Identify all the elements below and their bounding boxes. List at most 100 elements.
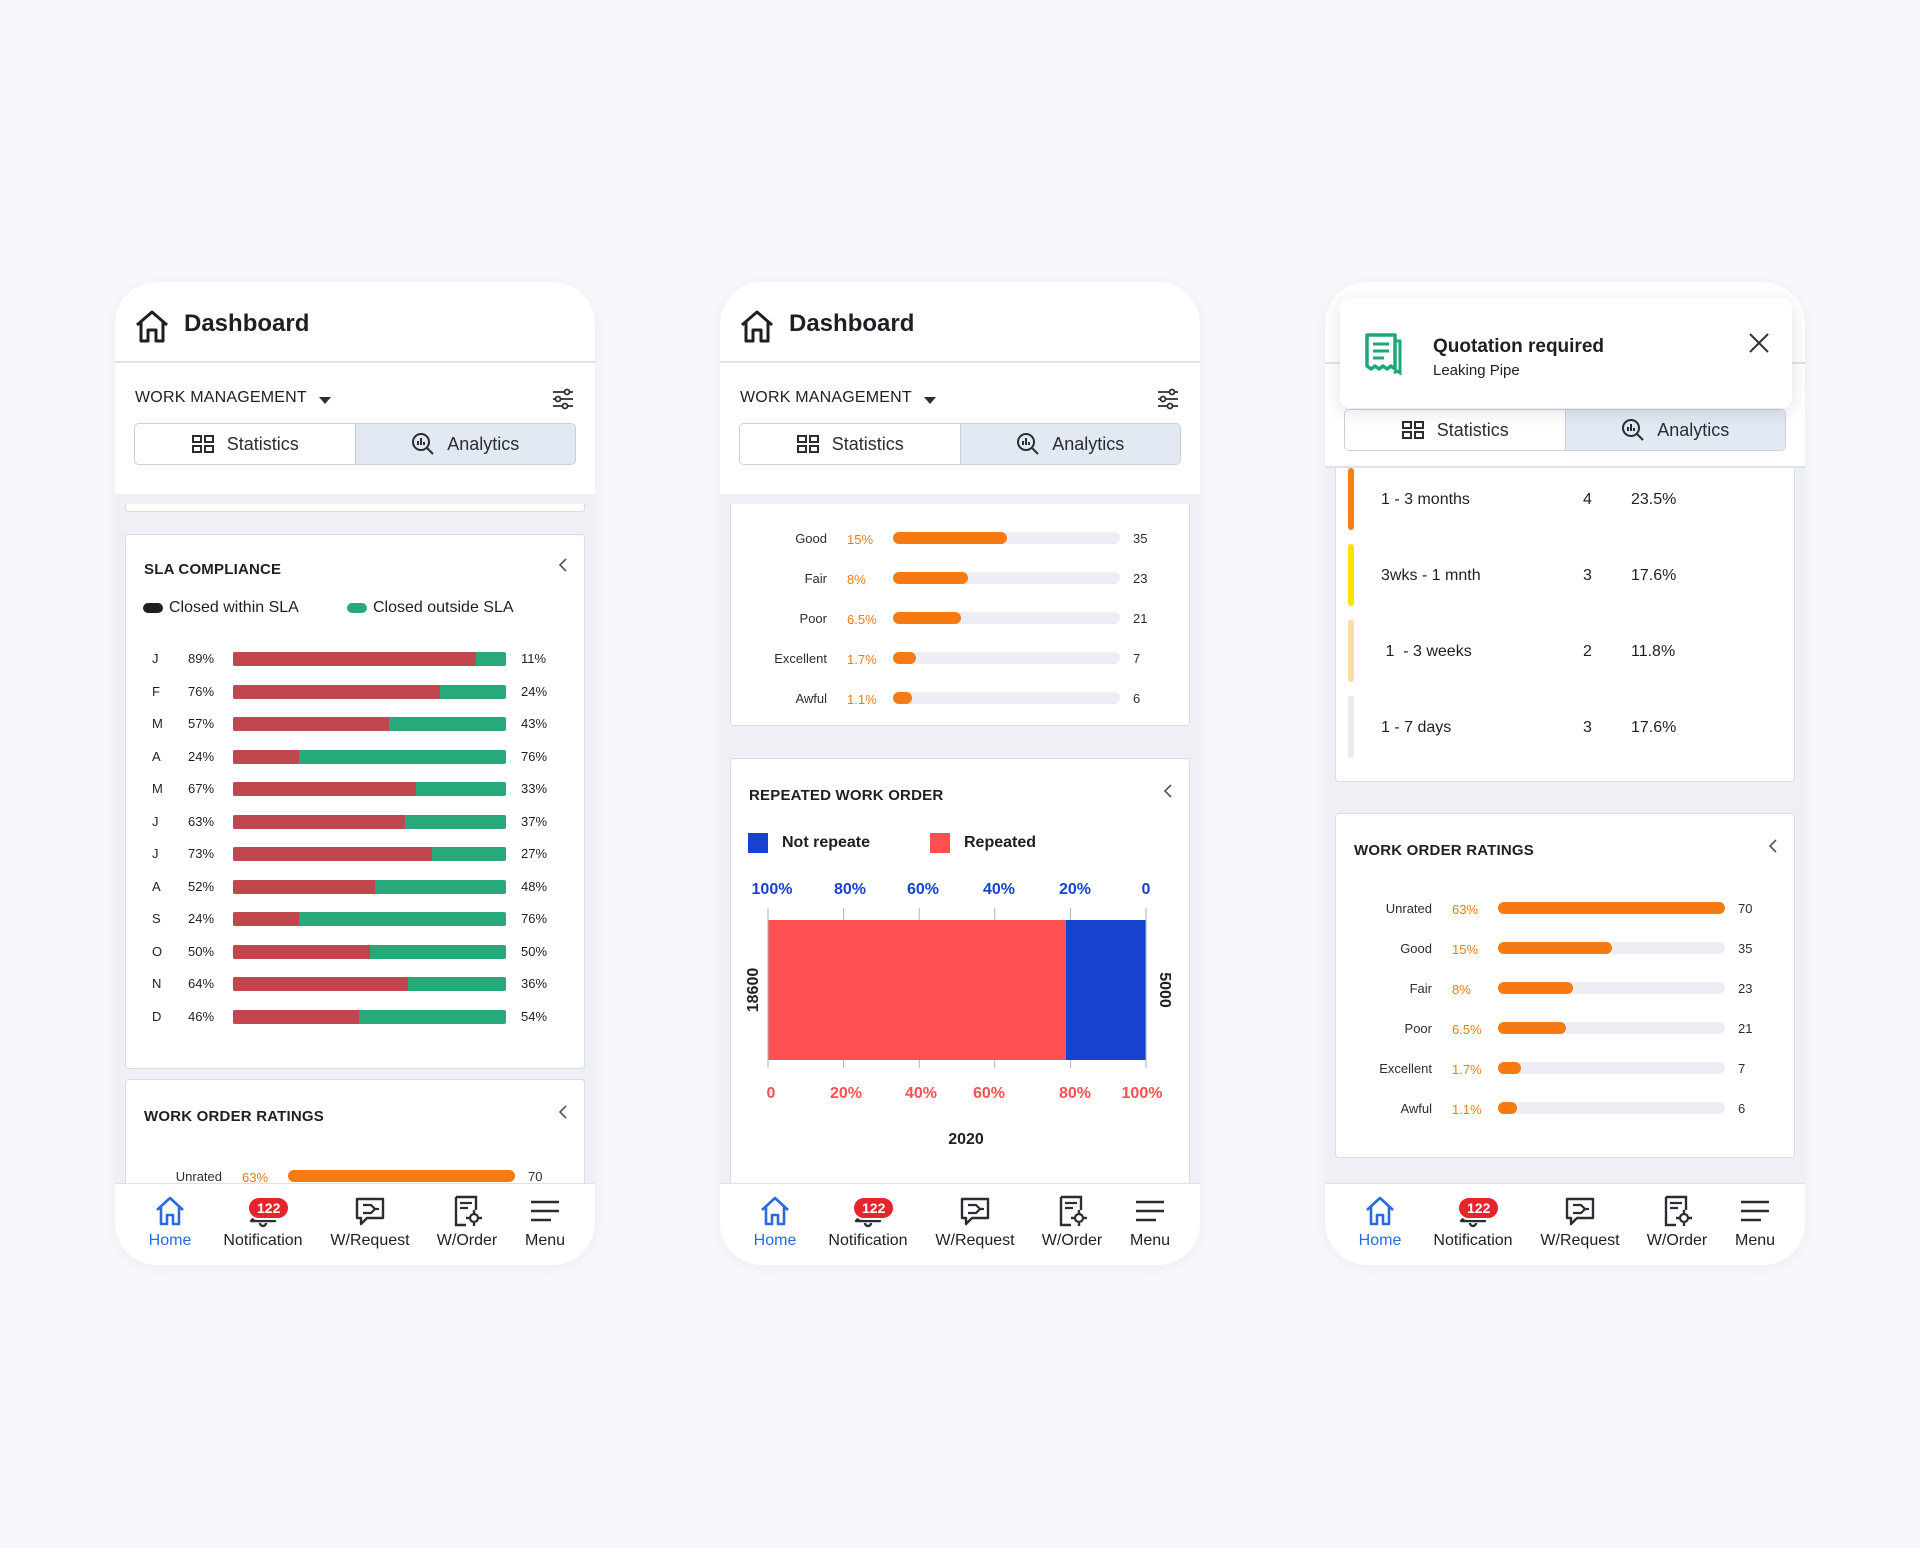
rating-value: 35: [1738, 941, 1753, 956]
repeated-title: REPEATED WORK ORDER: [749, 787, 944, 804]
tab-analytics[interactable]: Analytics: [959, 424, 1180, 464]
sla-month: M: [152, 716, 163, 731]
filter-sliders-icon[interactable]: [551, 387, 575, 411]
repeated-work-order-card: REPEATED WORK ORDER Not repeate Repeated…: [730, 758, 1190, 1188]
nav-home-label: Home: [1358, 1232, 1402, 1249]
rating-row: Fair 8% 23: [1336, 978, 1796, 998]
notification-badge: 122: [247, 1196, 291, 1220]
sla-outside-pct: 43%: [521, 716, 548, 731]
notification-badge: 122: [1457, 1196, 1501, 1220]
top-tick-label: 40%: [983, 881, 1015, 898]
nav-notification[interactable]: 122 Notification: [213, 1194, 313, 1250]
sla-within-fill: [233, 912, 299, 926]
toast-title: Quotation required: [1433, 336, 1604, 357]
rating-pct: 6.5%: [1452, 1022, 1482, 1037]
nav-menu[interactable]: Menu: [515, 1194, 575, 1250]
sla-outside-pct: 76%: [521, 911, 548, 926]
caret-down-icon[interactable]: [319, 397, 331, 404]
rating-value: 7: [1133, 651, 1141, 666]
home-icon[interactable]: [133, 307, 171, 345]
nav-home[interactable]: Home: [1345, 1194, 1415, 1250]
nav-worder[interactable]: W/Order: [427, 1194, 507, 1250]
nav-home-label: Home: [148, 1232, 192, 1249]
nav-worder[interactable]: W/Order: [1032, 1194, 1112, 1250]
work-order-ratings-card: WORK ORDER RATINGS Unrated 63% 70 Good 1…: [1335, 813, 1795, 1158]
view-tabs: Statistics Analytics: [134, 423, 576, 465]
nav-worder[interactable]: W/Order: [1637, 1194, 1717, 1250]
hamburger-menu-icon: [1741, 1200, 1769, 1222]
analytics-search-icon: [412, 433, 434, 455]
sla-outside-pct: 36%: [521, 976, 548, 991]
sla-within-pct: 52%: [188, 878, 215, 894]
rating-fill: [893, 692, 913, 704]
phone-screen-notification: Statistics Analytics 1 - 3 months 4 23.5…: [1325, 282, 1805, 1265]
section-selector[interactable]: WORK MANAGEMENT: [720, 363, 1200, 423]
year-label: 2020: [948, 1131, 984, 1148]
duration-marker: [1348, 696, 1354, 758]
sla-month: J: [152, 651, 159, 666]
bottom-tick-label: 40%: [905, 1085, 937, 1102]
top-tick-label: 100%: [752, 881, 793, 898]
bar-not-repeated: [1065, 920, 1146, 1060]
nav-notification[interactable]: 122 Notification: [1423, 1194, 1523, 1250]
duration-count: 4: [1583, 491, 1592, 508]
chevron-left-icon[interactable]: [1768, 838, 1778, 854]
rating-track: [1498, 902, 1725, 914]
bar-repeated: [768, 920, 1066, 1060]
sla-row: F 76% 24%: [126, 681, 586, 701]
nav-home[interactable]: Home: [135, 1194, 205, 1250]
duration-pct: 17.6%: [1631, 719, 1677, 736]
nav-wrequest[interactable]: W/Request: [320, 1194, 420, 1250]
tab-statistics[interactable]: Statistics: [1345, 410, 1565, 450]
sla-outside-pct: 24%: [521, 683, 548, 699]
rating-row: Unrated 63% 70: [1336, 898, 1796, 918]
nav-wrequest[interactable]: W/Request: [1530, 1194, 1630, 1250]
bottom-nav: Home 122 Notification W/Request W/Order …: [720, 1183, 1200, 1265]
rating-label: Poor: [1404, 1021, 1432, 1036]
nav-home[interactable]: Home: [740, 1194, 810, 1250]
tab-statistics[interactable]: Statistics: [740, 424, 960, 464]
caret-down-icon[interactable]: [924, 397, 936, 404]
top-tick-label: 60%: [907, 881, 939, 898]
sla-month: A: [152, 748, 161, 764]
sla-within-fill: [233, 1009, 359, 1024]
rating-fill: [1498, 1062, 1521, 1074]
sla-bar: [233, 847, 506, 861]
duration-row: 1 - 7 days 3 17.6%: [1336, 696, 1796, 772]
sla-month: M: [152, 781, 163, 796]
nav-menu[interactable]: Menu: [1120, 1194, 1180, 1250]
home-icon[interactable]: [738, 307, 776, 345]
notification-toast[interactable]: Quotation required Leaking Pipe: [1340, 298, 1792, 408]
request-chat-icon: [960, 1197, 990, 1226]
nav-notification[interactable]: 122 Notification: [818, 1194, 918, 1250]
hamburger-menu-icon: [531, 1200, 559, 1222]
legend-within-swatch: [143, 603, 163, 613]
view-tabs: Statistics Analytics: [739, 423, 1181, 465]
sla-within-pct: 63%: [188, 813, 215, 829]
nav-menu[interactable]: Menu: [1725, 1194, 1785, 1250]
sla-bar: [233, 717, 506, 731]
nav-wrequest[interactable]: W/Request: [925, 1194, 1025, 1250]
rating-value: 21: [1133, 611, 1148, 626]
grid-icon: [1401, 421, 1424, 439]
legend-outside-sla: Closed outside SLA: [347, 599, 514, 617]
sla-month: A: [152, 878, 161, 894]
view-tabs: Statistics Analytics: [1344, 409, 1786, 451]
filter-sliders-icon[interactable]: [1156, 387, 1180, 411]
rating-track: [288, 1170, 515, 1182]
legend-not-repeated-label: Not repeate: [782, 834, 871, 851]
tab-statistics[interactable]: Statistics: [135, 424, 355, 464]
rating-row: Poor 6.5% 21: [1336, 1018, 1796, 1038]
chevron-left-icon[interactable]: [1163, 783, 1173, 799]
chevron-left-icon[interactable]: [558, 1104, 568, 1120]
rating-row-unrated: Unrated 63% 70: [126, 1166, 586, 1186]
rating-pct: 8%: [1452, 982, 1471, 997]
analytics-search-icon: [1017, 433, 1039, 455]
chevron-left-icon[interactable]: [558, 557, 568, 573]
close-icon[interactable]: [1748, 332, 1770, 354]
tab-analytics[interactable]: Analytics: [1564, 410, 1785, 450]
analytics-search-icon: [1622, 419, 1644, 441]
rating-track: [893, 692, 1120, 704]
tab-analytics[interactable]: Analytics: [354, 424, 575, 464]
section-selector[interactable]: WORK MANAGEMENT: [115, 363, 595, 423]
